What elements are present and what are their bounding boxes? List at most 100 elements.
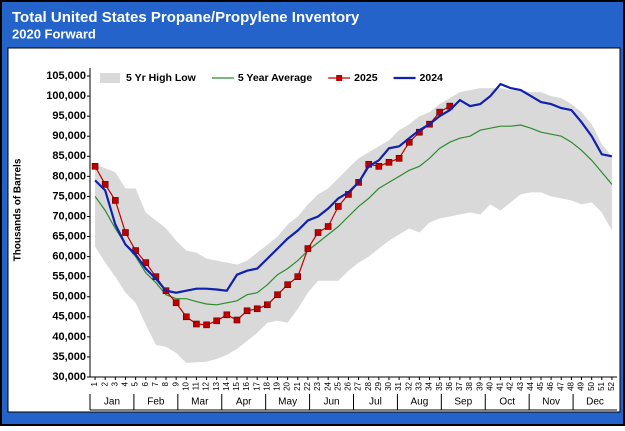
chart-title: Total United States Propane/Propylene In… [12, 9, 360, 26]
data-point [385, 159, 393, 166]
x-tick-label: 40 [485, 381, 494, 390]
x-tick-label: 26 [344, 381, 353, 390]
legend-marker [336, 75, 343, 81]
x-tick-label: 1 [90, 381, 99, 386]
x-tick-label: 46 [546, 381, 555, 390]
data-point [284, 281, 291, 289]
y-tick-label: 80,000 [52, 170, 86, 182]
x-tick-label: 17 [252, 381, 261, 390]
month-label: Apr [236, 397, 252, 408]
x-tick-label: 16 [242, 381, 251, 390]
legend-item: 2024 [393, 72, 444, 84]
x-tick-label: 44 [526, 381, 535, 390]
y-tick-label: 50,000 [52, 291, 86, 303]
data-point [193, 320, 200, 328]
x-tick-label: 31 [394, 381, 403, 390]
data-point [112, 197, 119, 204]
x-tick-label: 25 [333, 381, 342, 390]
data-point [253, 305, 261, 313]
y-tick-label: 45,000 [52, 311, 86, 323]
y-tick-label: 85,000 [52, 150, 86, 162]
y-tick-label: 95,000 [52, 110, 86, 122]
x-tick-label: 49 [577, 381, 586, 390]
x-tick-label: 23 [313, 381, 322, 390]
x-tick-label: 18 [262, 381, 271, 390]
x-tick-label: 27 [354, 381, 363, 390]
legend-label: 2025 [354, 72, 378, 84]
x-tick-label: 21 [293, 381, 302, 390]
legend-swatch [100, 73, 120, 83]
month-label: Nov [542, 397, 560, 408]
x-tick-label: 19 [273, 381, 282, 390]
y-tick-label: 65,000 [52, 230, 86, 242]
data-point [395, 154, 403, 162]
data-point [203, 321, 210, 329]
data-point [172, 299, 180, 307]
x-tick-label: 47 [556, 381, 565, 390]
x-tick-label: 14 [222, 381, 231, 390]
data-point [101, 181, 109, 188]
legend-label: 5 Yr High Low [126, 72, 197, 84]
data-point [294, 273, 302, 280]
y-axis-title: Thousands of Barrels [13, 158, 24, 261]
month-label: Jul [369, 397, 382, 408]
month-label: Aug [410, 397, 428, 408]
legend-label: 2024 [420, 72, 444, 84]
series-line [94, 82, 613, 294]
legend-label: 5 Year Average [238, 72, 312, 84]
data-point [182, 313, 190, 321]
x-tick-label: 38 [465, 381, 474, 390]
x-tick-label: 24 [323, 381, 332, 390]
x-tick-label: 33 [414, 381, 423, 390]
y-tick-label: 75,000 [52, 190, 86, 202]
x-tick-label: 5 [131, 381, 140, 386]
x-tick-label: 7 [151, 381, 160, 386]
legend-item: 5 Year Average [211, 72, 312, 84]
x-tick-label: 43 [516, 381, 525, 390]
data-point [264, 301, 271, 309]
data-point [91, 163, 99, 170]
month-label: Mar [191, 397, 209, 408]
x-tick-label: 6 [141, 381, 150, 386]
x-tick-label: 9 [171, 381, 180, 386]
x-tick-label: 39 [475, 381, 484, 390]
y-tick-label: 100,000 [46, 90, 86, 102]
data-point [304, 245, 312, 252]
x-tick-label: 3 [110, 381, 119, 386]
x-tick-label: 2 [100, 381, 109, 386]
x-tick-label: 8 [161, 381, 170, 386]
x-tick-label: 41 [496, 381, 505, 390]
y-tick-label: 90,000 [52, 130, 86, 142]
x-tick-label: 52 [607, 381, 616, 390]
y-tick-label: 105,000 [46, 70, 86, 82]
month-label: Sep [454, 397, 472, 408]
data-point [243, 307, 251, 315]
x-tick-label: 15 [232, 381, 241, 390]
month-label: Oct [499, 397, 515, 408]
y-tick-label: 30,000 [52, 371, 86, 383]
legend-item: 5 Yr High Low [100, 72, 197, 84]
month-label: Jan [104, 397, 120, 408]
x-tick-label: 36 [445, 381, 454, 390]
x-tick-label: 29 [374, 381, 383, 390]
data-point [213, 317, 220, 325]
x-tick-label: 32 [404, 381, 413, 390]
legend-item: 2025 [328, 72, 378, 84]
x-tick-label: 50 [587, 381, 596, 390]
data-point [334, 203, 342, 210]
data-point [274, 291, 281, 299]
month-label: Feb [147, 397, 165, 408]
data-point [324, 223, 332, 230]
x-tick-label: 34 [425, 381, 434, 390]
series-line [94, 124, 613, 306]
chart-subtitle: 2020 Forward [12, 26, 96, 41]
data-point [375, 163, 383, 170]
x-tick-label: 51 [597, 381, 606, 390]
x-tick-label: 45 [536, 381, 545, 390]
x-tick-label: 35 [435, 381, 444, 390]
y-tick-label: 40,000 [52, 331, 86, 343]
data-point [233, 316, 241, 324]
y-tick-label: 55,000 [52, 271, 86, 283]
x-tick-label: 30 [384, 381, 393, 390]
